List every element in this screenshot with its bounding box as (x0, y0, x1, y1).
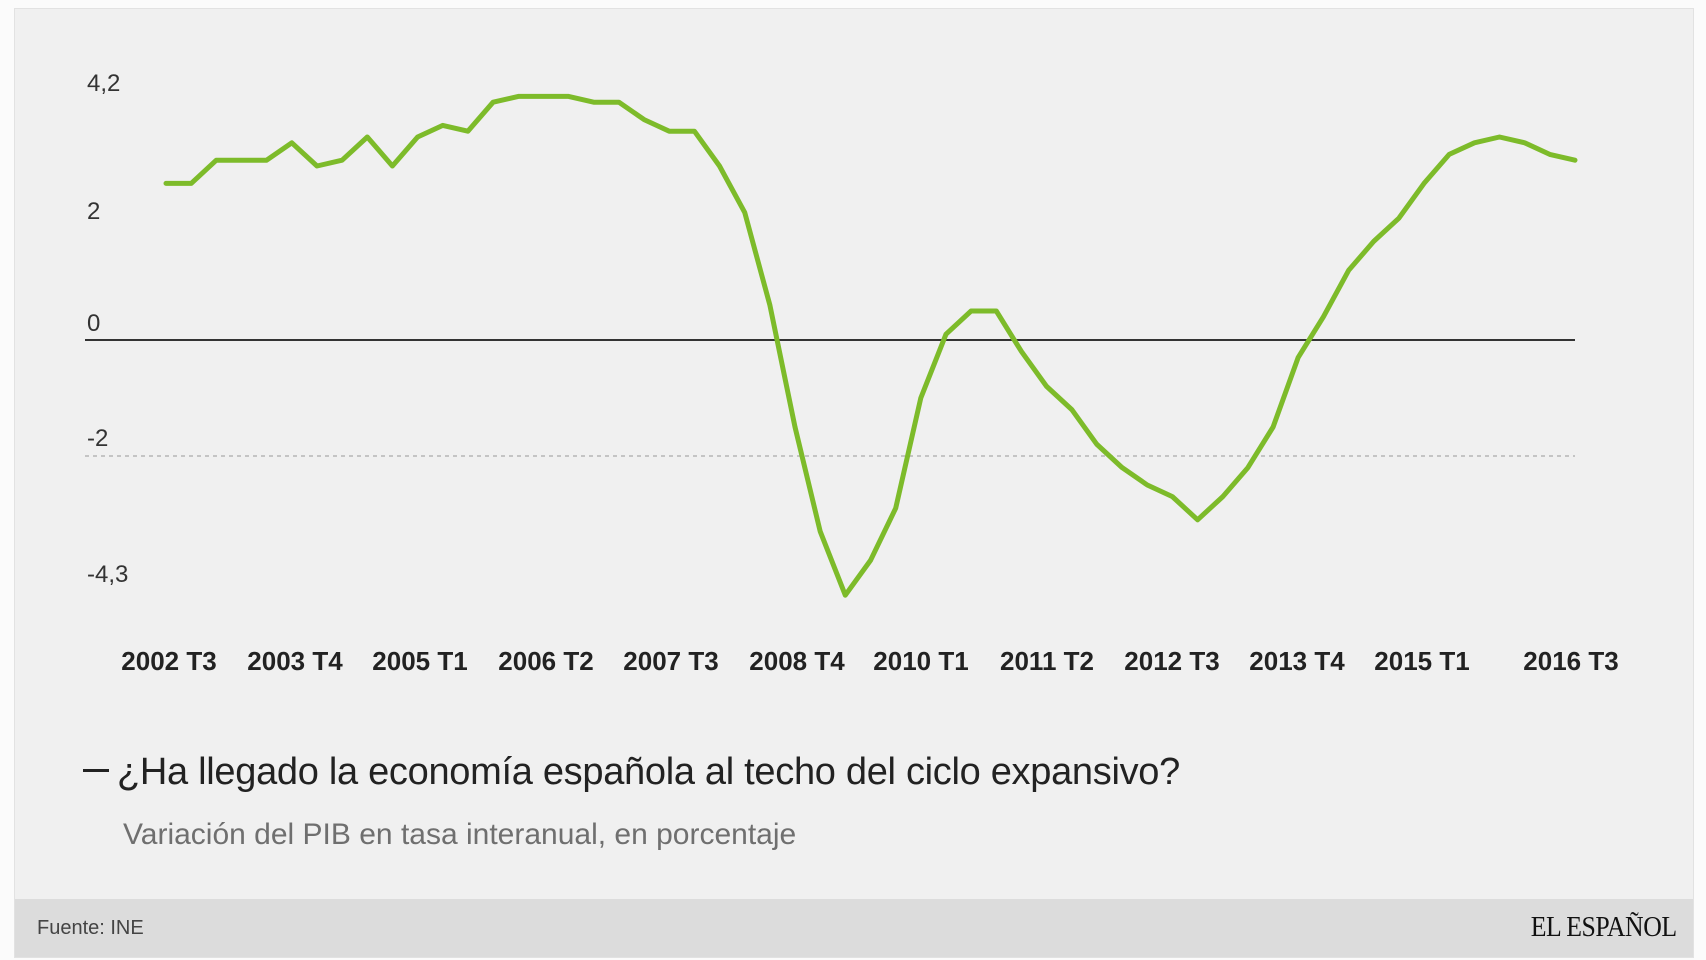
x-tick-label: 2007 T3 (623, 646, 718, 676)
y-tick-label: -4,3 (87, 561, 128, 588)
chart-subtitle: Variación del PIB en tasa interanual, en… (123, 818, 797, 851)
x-tick-label: 2008 T4 (749, 646, 845, 676)
x-tick-label: 2015 T1 (1374, 646, 1469, 676)
x-tick-label: 2012 T3 (1124, 646, 1219, 676)
y-tick-label: 0 (87, 310, 100, 337)
chart-svg: 4,2 2 0 -2 -4,3 2002 T3 2003 T4 2005 T1 2006 T2… (85, 70, 1619, 676)
x-tick-label: 2011 T2 (1000, 646, 1094, 676)
chart-title-row: ¿Ha llegado la economía española al tech… (83, 751, 1180, 794)
series-line (163, 93, 1578, 598)
y-tick-label: 2 (87, 198, 100, 225)
footer-bar: Fuente: INE EL ESPAÑOL (15, 899, 1693, 957)
grid-layer (85, 339, 1575, 457)
source-note: Fuente: INE (37, 916, 144, 939)
x-tick-label: 2006 T2 (498, 646, 593, 676)
y-tick-label: -2 (87, 425, 108, 452)
series-layer (163, 93, 1578, 598)
title-block: ¿Ha llegado la economía española al tech… (83, 751, 1180, 852)
brand-logo: EL ESPAÑOL (1531, 912, 1677, 943)
legend-dash (83, 769, 109, 773)
y-axis-ticks: 4,2 2 0 -2 -4,3 (87, 70, 128, 588)
x-tick-label: 2002 T3 (121, 646, 216, 676)
x-tick-label: 2005 T1 (372, 646, 467, 676)
x-tick-label: 2010 T1 (873, 646, 968, 676)
x-tick-label: 2013 T4 (1249, 646, 1345, 676)
x-tick-label: 2016 T3 (1523, 646, 1618, 676)
x-axis-ticks: 2002 T3 2003 T4 2005 T1 2006 T2 2007 T3 2008 … (121, 646, 1618, 676)
chart-title: ¿Ha llegado la economía española al tech… (117, 751, 1180, 793)
chart-card: 4,2 2 0 -2 -4,3 2002 T3 2003 T4 2005 T1 2006 T2… (14, 8, 1694, 958)
x-tick-label: 2003 T4 (247, 646, 343, 676)
y-tick-label: 4,2 (87, 70, 120, 97)
